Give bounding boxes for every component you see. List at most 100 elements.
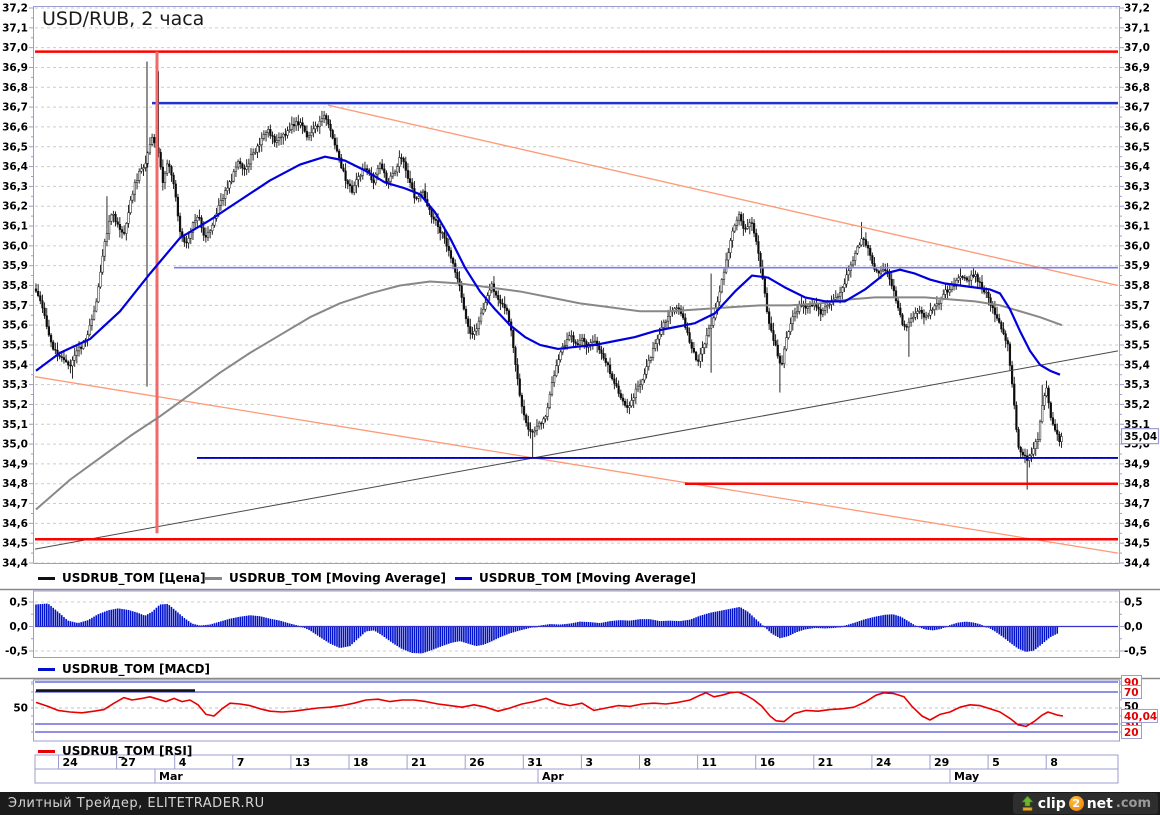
- y-axis-label-right: 36,4: [1124, 161, 1150, 173]
- legend-price-label: USDRUB_TOM [Цена]: [62, 571, 206, 585]
- x-axis-day-label: 24: [876, 756, 892, 769]
- y-axis-label-right: 36,5: [1124, 141, 1150, 153]
- macd-series-dash-icon: [38, 667, 55, 671]
- y-axis-label-left: 35,2: [2, 399, 28, 411]
- footer-credit: Элитный Трейдер, ELITETRADER.RU: [8, 796, 265, 811]
- y-axis-label-left: 36,2: [2, 201, 28, 213]
- rsi-level-label: 20: [1121, 725, 1142, 739]
- rsi-panel: [33, 679, 1120, 742]
- y-axis-label-left: 35,3: [2, 379, 28, 391]
- y-axis-label-right: 35,6: [1124, 320, 1150, 332]
- page-title: USD/RUB, 2 часа: [42, 8, 205, 30]
- price-axes: 37,2 37,2 37,1 37,1 37,0 37,0 36,9 36,9 36,8 36,8…: [2, 3, 1150, 570]
- macd-histogram: [35, 603, 1118, 654]
- y-axis-label-left: 35,6: [2, 320, 28, 332]
- x-axis-day-label: 13: [295, 756, 310, 769]
- x-axis-day-label: 8: [1050, 756, 1058, 769]
- y-axis-label-right: 34,5: [1124, 538, 1150, 550]
- chart-canvas: 37,2 37,2 37,1 37,1 37,0 37,0 36,9 36,9 36,8 36,8…: [0, 3, 1160, 784]
- y-axis-label-left: 36,4: [2, 161, 28, 173]
- y-axis-label-right: 35,2: [1124, 399, 1150, 411]
- y-axis-label-right: 36,9: [1124, 62, 1150, 74]
- x-axis-month-label: Mar: [159, 770, 183, 783]
- y-axis-label-right: 34,9: [1124, 458, 1150, 470]
- y-axis-label-right: 36,0: [1124, 240, 1150, 252]
- y-axis-label-right: 35,1: [1124, 419, 1150, 431]
- rsi-level-label: 40,04: [1121, 708, 1158, 723]
- legend-item-ma-slow: USDRUB_TOM [Moving Average]: [205, 571, 446, 585]
- legend-item-macd: USDRUB_TOM [MACD]: [38, 662, 210, 676]
- y-axis-label-right: 35,5: [1124, 339, 1150, 351]
- logo-net-text: net: [1086, 795, 1113, 812]
- x-axis-day-label: 5: [992, 756, 1000, 769]
- y-axis-label-left: 37,2: [2, 3, 28, 15]
- y-axis-label-left: 34,9: [2, 458, 28, 470]
- x-axis-day-label: 11: [702, 756, 717, 769]
- y-axis-label-left: 36,5: [2, 141, 28, 153]
- y-axis-label-right: 35,8: [1124, 280, 1150, 292]
- upload-arrow-icon: [1021, 795, 1034, 811]
- logo-clip-text: clip: [1037, 795, 1066, 812]
- x-axis-month-label: May: [954, 770, 979, 783]
- candlesticks: [34, 71, 1063, 490]
- y-axis-label-left: 34,8: [2, 478, 28, 490]
- macd-axes: 0,5 0,5 0,0 0,0 -0,5 -0,5: [5, 597, 1147, 658]
- y-axis-label-left: 35,7: [2, 300, 28, 312]
- legend-ma-slow-label: USDRUB_TOM [Moving Average]: [229, 571, 446, 585]
- legend-item-rsi: USDRUB_TOM [RSI]: [38, 744, 192, 758]
- legend-macd-label: USDRUB_TOM [MACD]: [62, 662, 210, 676]
- x-axis-day-label: 4: [179, 756, 187, 769]
- x-axis-day-label: 21: [411, 756, 426, 769]
- x-axis-day-label: 27: [121, 756, 136, 769]
- y-axis-label-left: 36,9: [2, 62, 28, 74]
- y-axis-label-right: 36,7: [1124, 102, 1150, 114]
- svg-text:20: 20: [1124, 727, 1139, 739]
- x-axis-day-label: 3: [585, 756, 593, 769]
- macd-tick-right: 0,0: [1124, 621, 1143, 633]
- y-axis-label-left: 35,4: [2, 359, 28, 371]
- moving-averages: [35, 155, 1063, 511]
- x-axis-day-label: 29: [934, 756, 949, 769]
- y-axis-label-right: 35,3: [1124, 379, 1150, 391]
- logo-two-badge: 2: [1068, 796, 1084, 811]
- rsi-axes: 50 50: [13, 681, 1139, 733]
- ma-slow-dash-icon: [205, 576, 222, 580]
- x-axis-day-label: 31: [527, 756, 542, 769]
- y-axis-label-right: 34,7: [1124, 498, 1150, 510]
- macd-legend: USDRUB_TOM [MACD]: [0, 662, 1160, 678]
- macd-panel: [33, 590, 1120, 658]
- x-axis-day-label: 8: [644, 756, 652, 769]
- y-axis-label-left: 34,5: [2, 538, 28, 550]
- y-axis-label-right: 36,8: [1124, 82, 1150, 94]
- y-axis-label-left: 35,5: [2, 339, 28, 351]
- y-axis-label-left: 36,8: [2, 82, 28, 94]
- rsi-legend: USDRUB_TOM [RSI]: [0, 744, 1160, 760]
- y-axis-label-right: 36,6: [1124, 121, 1150, 133]
- y-axis-label-left: 36,6: [2, 121, 28, 133]
- svg-text:70: 70: [1124, 687, 1139, 699]
- x-axis-day-label: 16: [760, 756, 776, 769]
- y-axis-label-right: 35,7: [1124, 300, 1150, 312]
- ma-fast-dash-icon: [455, 576, 472, 580]
- y-axis-label-right: 35,9: [1124, 260, 1150, 272]
- y-axis-label-right: 37,2: [1124, 3, 1150, 15]
- x-axis-month-label: Apr: [542, 770, 564, 783]
- x-axis-day-label: 18: [353, 756, 368, 769]
- x-axis-day-label: 21: [818, 756, 833, 769]
- y-axis-label-right: 35,4: [1124, 359, 1150, 371]
- y-axis-label-right: 37,0: [1124, 42, 1150, 54]
- logo-com-text: .com: [1115, 796, 1151, 811]
- y-axis-label-left: 36,3: [2, 181, 28, 193]
- macd-tick-left: 0,0: [9, 621, 28, 633]
- y-axis-label-right: 37,1: [1124, 22, 1150, 34]
- rsi-series-dash-icon: [38, 749, 55, 753]
- y-axis-label-left: 34,4: [2, 558, 28, 570]
- y-axis-label-left: 37,0: [2, 42, 28, 54]
- y-axis-label-left: 35,0: [2, 439, 28, 451]
- x-axis-day-label: 7: [237, 756, 245, 769]
- trend-and-level-lines: [34, 50, 1119, 554]
- footer-bar: Элитный Трейдер, ELITETRADER.RU clip 2 n…: [0, 792, 1160, 815]
- y-axis-label-right: 34,6: [1124, 518, 1150, 530]
- rsi-level-label: 70: [1121, 685, 1142, 699]
